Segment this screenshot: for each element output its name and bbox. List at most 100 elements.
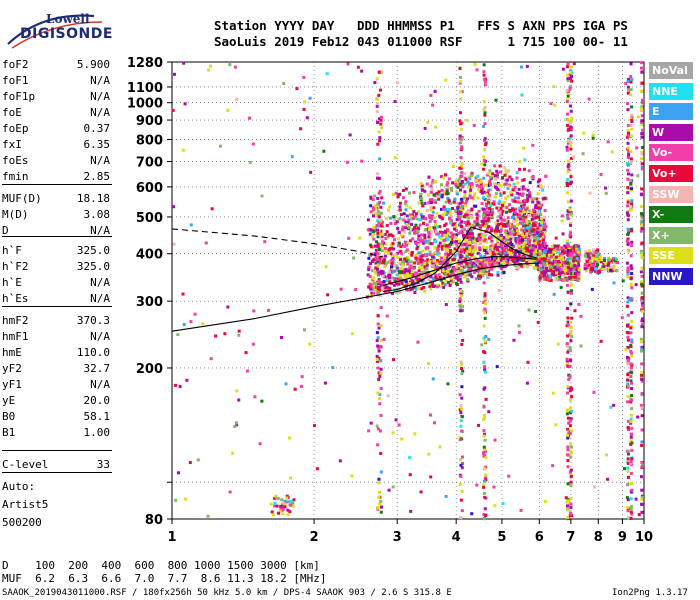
- echo-point: [398, 208, 402, 212]
- echo-point: [567, 320, 571, 324]
- echo-point: [502, 271, 506, 275]
- echo-point: [275, 504, 279, 508]
- echo-point: [461, 305, 465, 309]
- echo-point: [594, 265, 598, 269]
- echo-point: [428, 284, 432, 288]
- echo-point: [528, 255, 532, 259]
- echo-point: [391, 234, 395, 238]
- echo-point: [556, 275, 560, 279]
- echo-point: [438, 241, 442, 245]
- echo-point: [454, 236, 458, 240]
- echo-point: [423, 126, 427, 130]
- echo-point: [505, 231, 509, 235]
- echo-point: [525, 259, 529, 263]
- echo-point: [439, 256, 443, 260]
- echo-point: [453, 209, 457, 213]
- param-name: foF1p: [2, 90, 36, 103]
- echo-point: [555, 271, 559, 275]
- echo-point: [483, 467, 487, 471]
- param-name: h`E: [2, 276, 22, 289]
- echo-point: [626, 237, 630, 241]
- echo-point: [577, 247, 581, 251]
- echo-point: [524, 217, 528, 221]
- echo-point: [590, 287, 594, 291]
- echo-point: [404, 267, 408, 271]
- echo-point: [527, 233, 531, 237]
- echo-point: [581, 152, 585, 156]
- echo-point: [503, 196, 507, 200]
- legend-item-x-: X+: [649, 226, 693, 244]
- echo-point: [549, 102, 553, 106]
- echo-point: [624, 347, 628, 351]
- echo-point: [496, 273, 500, 277]
- echo-point: [568, 470, 572, 474]
- echo-point: [462, 233, 466, 237]
- echo-point: [428, 219, 432, 223]
- echo-point: [282, 81, 286, 85]
- echo-point: [531, 143, 535, 147]
- echo-point: [535, 221, 539, 225]
- echo-point: [598, 255, 602, 259]
- echo-point: [482, 124, 486, 128]
- echo-point: [427, 175, 431, 179]
- echo-point: [629, 134, 633, 138]
- echo-point: [383, 232, 387, 236]
- echo-point: [440, 175, 444, 179]
- echo-point: [599, 339, 603, 343]
- echo-point: [325, 72, 329, 76]
- echo-point: [514, 239, 518, 243]
- echo-point: [461, 207, 465, 211]
- echo-point: [377, 371, 381, 375]
- echo-point: [630, 118, 634, 122]
- echo-point: [538, 260, 542, 264]
- echo-point: [627, 150, 631, 154]
- echo-point: [378, 233, 382, 237]
- trace-line-1: [171, 262, 540, 332]
- echo-point: [285, 496, 289, 500]
- echo-point: [291, 504, 295, 508]
- echo-point: [532, 255, 536, 259]
- echo-point: [360, 159, 364, 163]
- echo-point: [283, 505, 287, 509]
- echo-point: [491, 243, 495, 247]
- echo-point: [569, 386, 573, 390]
- echo-point: [420, 270, 424, 274]
- echo-point: [460, 466, 464, 470]
- echo-point: [443, 211, 447, 215]
- echo-point: [478, 246, 482, 250]
- echo-point: [429, 475, 433, 479]
- echo-point: [415, 217, 419, 221]
- echo-point: [483, 438, 487, 442]
- echo-point: [530, 235, 534, 239]
- echo-point: [377, 200, 381, 204]
- echo-point: [503, 251, 507, 255]
- echo-point: [494, 256, 498, 260]
- echo-point: [513, 229, 517, 233]
- echo-point: [565, 88, 569, 92]
- echo-point: [263, 240, 267, 244]
- echo-point: [517, 248, 521, 252]
- echo-point: [428, 250, 432, 254]
- echo-point: [612, 281, 616, 285]
- echo-point: [532, 239, 536, 243]
- echo-point: [392, 215, 396, 219]
- echo-point: [630, 512, 634, 516]
- echo-point: [493, 247, 497, 251]
- echo-point: [460, 455, 464, 459]
- echo-point: [629, 459, 633, 463]
- echo-point: [369, 243, 373, 247]
- echo-point: [596, 252, 600, 256]
- echo-point: [383, 247, 387, 251]
- echo-point: [419, 250, 423, 254]
- echo-point: [375, 240, 379, 244]
- echo-point: [209, 357, 213, 361]
- echo-point: [453, 276, 457, 280]
- param-row: C-level 33: [2, 458, 110, 472]
- echo-point: [177, 471, 181, 475]
- echo-point: [459, 164, 463, 168]
- echo-point: [469, 232, 473, 236]
- echo-point: [412, 226, 416, 230]
- echo-point: [482, 190, 486, 194]
- echo-point: [483, 292, 487, 296]
- echo-point: [544, 174, 548, 178]
